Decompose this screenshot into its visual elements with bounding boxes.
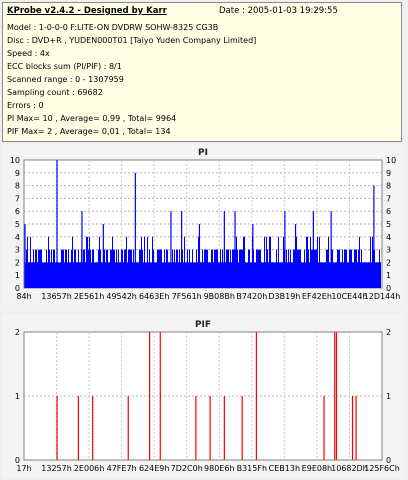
x-tick-label: 13257h (41, 464, 72, 473)
chart-title: PIF (195, 320, 211, 330)
y-tick-label-right: 3 (386, 246, 391, 255)
y-tick-label-right: 1 (386, 392, 391, 401)
x-tick-label: 17h (16, 464, 31, 473)
x-tick-label: B315Fh (237, 464, 267, 473)
x-tick-label: 7F561h (172, 292, 202, 301)
chart-title: PI (198, 148, 208, 158)
y-tick-label: 1 (15, 392, 20, 401)
y-tick-label: 8 (15, 182, 20, 191)
x-tick-label: 125F6Ch (364, 464, 400, 473)
disc-line: Disc : DVD+R , YUDEN000T01 [Taiyo Yuden … (7, 36, 257, 45)
scanned-range-line: Scanned range : 0 - 1307959 (7, 75, 124, 84)
x-tick-label: 10CE44h (331, 292, 367, 301)
y-tick-label: 1 (15, 271, 20, 280)
scan-date: Date : 2005-01-03 19:29:55 (219, 6, 338, 16)
x-tick-label: D3B19h (268, 292, 300, 301)
errors-line: Errors : 0 (7, 101, 44, 110)
y-tick-label-right: 6 (386, 207, 391, 216)
ecc-line: ECC blocks sum (PI/PIF) : 8/1 (7, 62, 122, 71)
y-tick-label-right: 4 (386, 233, 391, 242)
app-title: KProbe v2.4.2 - Designed by Karr (7, 6, 167, 16)
y-tick-label: 2 (15, 258, 20, 267)
speed-line: Speed : 4x (7, 49, 50, 58)
pi-chart-panel: PI 0 0 1 1 2 2 3 3 4 4 5 5 6 6 7 7 8 8 9 9 10 10 84h 13657h 2E561… (2, 144, 404, 304)
y-tick-label-right: 10 (386, 156, 396, 165)
sampling-count-line: Sampling count : 69682 (7, 88, 103, 97)
x-tick-label: 47FE7h (107, 464, 137, 473)
y-tick-label-right: 9 (386, 169, 391, 178)
y-tick-label-right: 7 (386, 194, 391, 203)
x-tick-label: 2E006h (74, 464, 104, 473)
x-tick-label: 624E9h (139, 464, 169, 473)
x-tick-label: 7D2C0h (171, 464, 203, 473)
x-tick-label: EF42Eh (302, 292, 332, 301)
x-tick-label: 12D144h (364, 292, 401, 301)
pi-summary-line: PI Max= 10 , Average= 0,99 , Total= 9964 (7, 114, 177, 123)
y-tick-label-right: 1 (386, 271, 391, 280)
plot-area (23, 331, 383, 461)
y-tick-label: 10 (10, 156, 20, 165)
y-tick-label-right: 0 (386, 456, 391, 465)
y-tick-label: 0 (15, 284, 20, 293)
pi-chart: PI 0 0 1 1 2 2 3 3 4 4 5 5 6 6 7 7 8 8 9 9 10 10 84h 13657h 2E561… (10, 148, 401, 301)
info-panel: KProbe v2.4.2 - Designed by Karr Date : … (2, 2, 402, 142)
y-tick-label: 0 (15, 456, 20, 465)
pif-chart: PIF 0 0 1 1 2 2 17h 13257h 2E006h 47FE7h 624E9h 7D2C… (15, 320, 400, 473)
y-tick-label: 3 (15, 246, 20, 255)
y-tick-label-right: 0 (386, 284, 391, 293)
y-tick-label-right: 8 (386, 182, 391, 191)
x-tick-label: 2E561h (74, 292, 104, 301)
y-tick-label: 7 (15, 194, 20, 203)
x-tick-label: E9E08h (302, 464, 332, 473)
pif-summary-line: PIF Max= 2 , Average= 0,01 , Total= 134 (7, 127, 171, 136)
x-tick-label: 84h (16, 292, 31, 301)
x-tick-label: 6463Eh (139, 292, 169, 301)
pif-chart-panel: PIF 0 0 1 1 2 2 17h 13257h 2E006h 47FE7h 624E9h 7D2C… (2, 314, 404, 478)
x-tick-label: 13657h (41, 292, 72, 301)
y-tick-label-right: 2 (386, 258, 391, 267)
y-tick-label-right: 2 (386, 328, 391, 337)
y-tick-label: 2 (15, 328, 20, 337)
x-tick-label: 980E6h (204, 464, 234, 473)
x-tick-label: 49542h (106, 292, 137, 301)
x-tick-label: 10682Dh (331, 464, 368, 473)
y-tick-label: 9 (15, 169, 20, 178)
x-tick-label: 9B08Bh (204, 292, 235, 301)
model-line: Model : 1-0-0-0 F:LITE-ON DVDRW SOHW-832… (7, 23, 219, 32)
y-tick-label: 4 (15, 233, 20, 242)
x-tick-label: B7420h (236, 292, 267, 301)
y-tick-label-right: 5 (386, 220, 391, 229)
y-tick-label: 6 (15, 207, 20, 216)
x-tick-label: CEB13h (269, 464, 300, 473)
y-tick-label: 5 (15, 220, 20, 229)
